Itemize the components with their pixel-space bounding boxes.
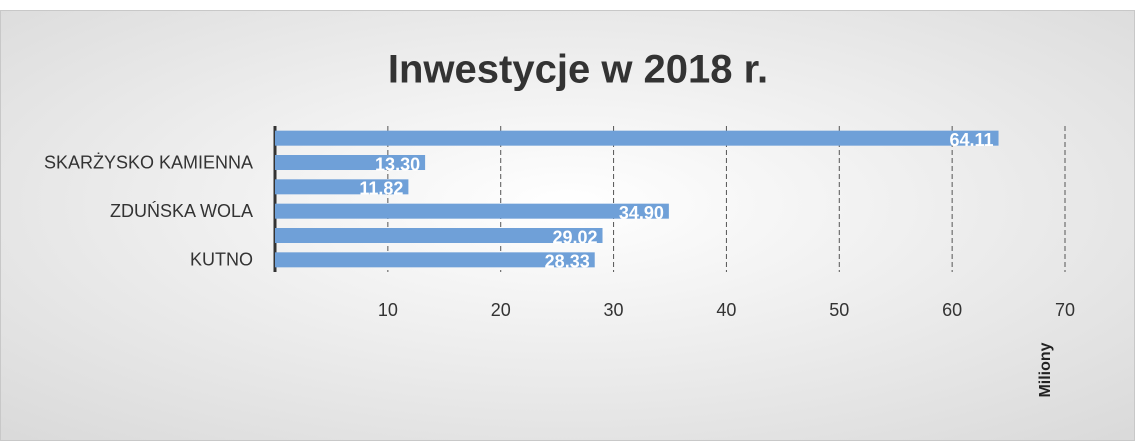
x-tick-label: 40 [716, 300, 736, 320]
data-label: 28.33 [545, 252, 590, 272]
chart-background [0, 10, 1135, 441]
y-tick-label: KUTNO [190, 250, 253, 270]
axis-label: Miliony [1037, 342, 1054, 397]
bar [275, 252, 595, 268]
y-tick-label: SKARŻYSKO KAMIENNA [44, 152, 253, 172]
data-label: 11.82 [359, 179, 403, 199]
y-tick-label: ZDUŃSKA WOLA [110, 201, 253, 221]
bar [275, 130, 999, 146]
data-label: 34.90 [619, 203, 664, 223]
x-tick-label: 10 [378, 300, 398, 320]
data-label: 64.11 [949, 130, 993, 150]
x-tick-label: 20 [491, 300, 511, 320]
data-label: 29.02 [552, 227, 597, 247]
bar [275, 179, 409, 195]
x-tick-label: 70 [1055, 300, 1075, 320]
bar [275, 203, 669, 219]
x-tick-label: 60 [942, 300, 962, 320]
data-label: 13.30 [375, 154, 420, 174]
bar [275, 228, 603, 243]
chart-title: Inwestycje w 2018 r. [388, 48, 768, 92]
x-tick-label: 50 [829, 300, 849, 320]
bar [275, 155, 426, 170]
x-tick-label: 30 [604, 300, 624, 320]
